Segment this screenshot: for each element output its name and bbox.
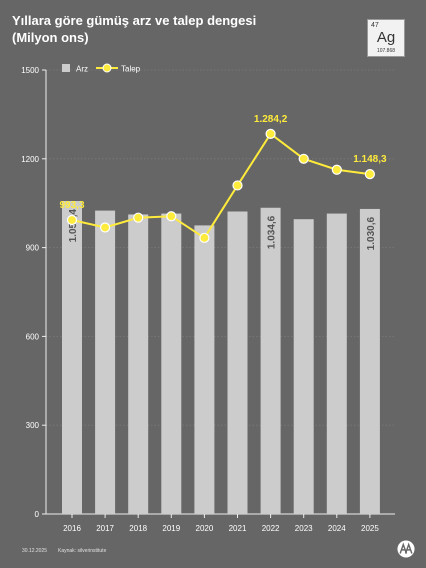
aa-logo-icon: [397, 540, 415, 558]
chart-title: Yıllara göre gümüş arz ve talep dengesi …: [12, 12, 256, 46]
line-point-talep: [265, 128, 276, 139]
line-point-talep: [199, 232, 210, 243]
x-tick-label: 2017: [96, 524, 114, 533]
x-tick-label: 2024: [328, 524, 346, 533]
bar-data-label: 1.057,4: [68, 209, 79, 243]
bar-data-label: 1.030,6: [366, 217, 377, 251]
legend-talep-label: Talep: [121, 65, 141, 74]
legend-talep-marker: [102, 63, 112, 73]
x-tick-label: 2018: [129, 524, 147, 533]
bar-data-label: 1.034,6: [267, 215, 278, 249]
y-tick-label: 1200: [21, 155, 39, 164]
x-tick-label: 2021: [229, 524, 247, 533]
line-point-talep: [99, 222, 111, 233]
bar-arz: [128, 214, 149, 514]
y-tick-label: 1500: [21, 66, 39, 75]
chart-title-line2: (Milyon ons): [12, 30, 89, 45]
element-atomic-number: 47: [371, 22, 379, 29]
x-tick-label: 2020: [196, 524, 214, 533]
bar-arz: [95, 210, 116, 514]
bar-arz: [227, 211, 248, 514]
line-talep: [71, 132, 371, 240]
bar-arz: [161, 213, 182, 514]
element-atomic-mass: 107.868: [376, 48, 396, 54]
line-point-talep: [133, 212, 144, 223]
line-point-talep: [364, 169, 375, 180]
bar-arz: [194, 225, 215, 514]
bar-arz: [293, 219, 314, 514]
x-tick-label: 2025: [361, 524, 379, 533]
line-point-talep: [298, 153, 309, 164]
x-tick-label: 2023: [295, 524, 313, 533]
line-point-talep: [66, 214, 78, 226]
x-tick-label: 2019: [162, 524, 180, 533]
y-tick-label: 0: [35, 510, 40, 519]
legend-arz-swatch: [62, 64, 70, 72]
bar-arz: [359, 208, 380, 515]
bar-arz: [326, 213, 347, 514]
line-data-label: 1.148,3: [353, 154, 387, 165]
legend-arz-label: Arz: [76, 65, 88, 74]
element-symbol: Ag: [376, 29, 396, 46]
line-data-label: 1.284,2: [254, 114, 288, 125]
line-point-talep: [166, 211, 177, 222]
silver-element-icon: 47 Ag 107.868: [367, 19, 405, 57]
line-point-talep: [232, 180, 243, 191]
line-data-label: 993,3: [59, 200, 84, 211]
y-tick-label: 300: [26, 421, 40, 430]
bar-arz: [62, 201, 82, 515]
y-tick-label: 900: [26, 244, 40, 253]
line-point-talep: [331, 164, 342, 175]
chart-title-line1: Yıllara göre gümüş arz ve talep dengesi: [12, 13, 257, 28]
bar-arz: [260, 207, 281, 514]
footer-source: Kaynak: silverinstitute: [58, 548, 107, 554]
y-tick-label: 600: [26, 332, 40, 341]
x-tick-label: 2016: [63, 524, 81, 533]
footer-date: 30.12.2025: [22, 548, 48, 554]
x-tick-label: 2022: [262, 524, 280, 533]
